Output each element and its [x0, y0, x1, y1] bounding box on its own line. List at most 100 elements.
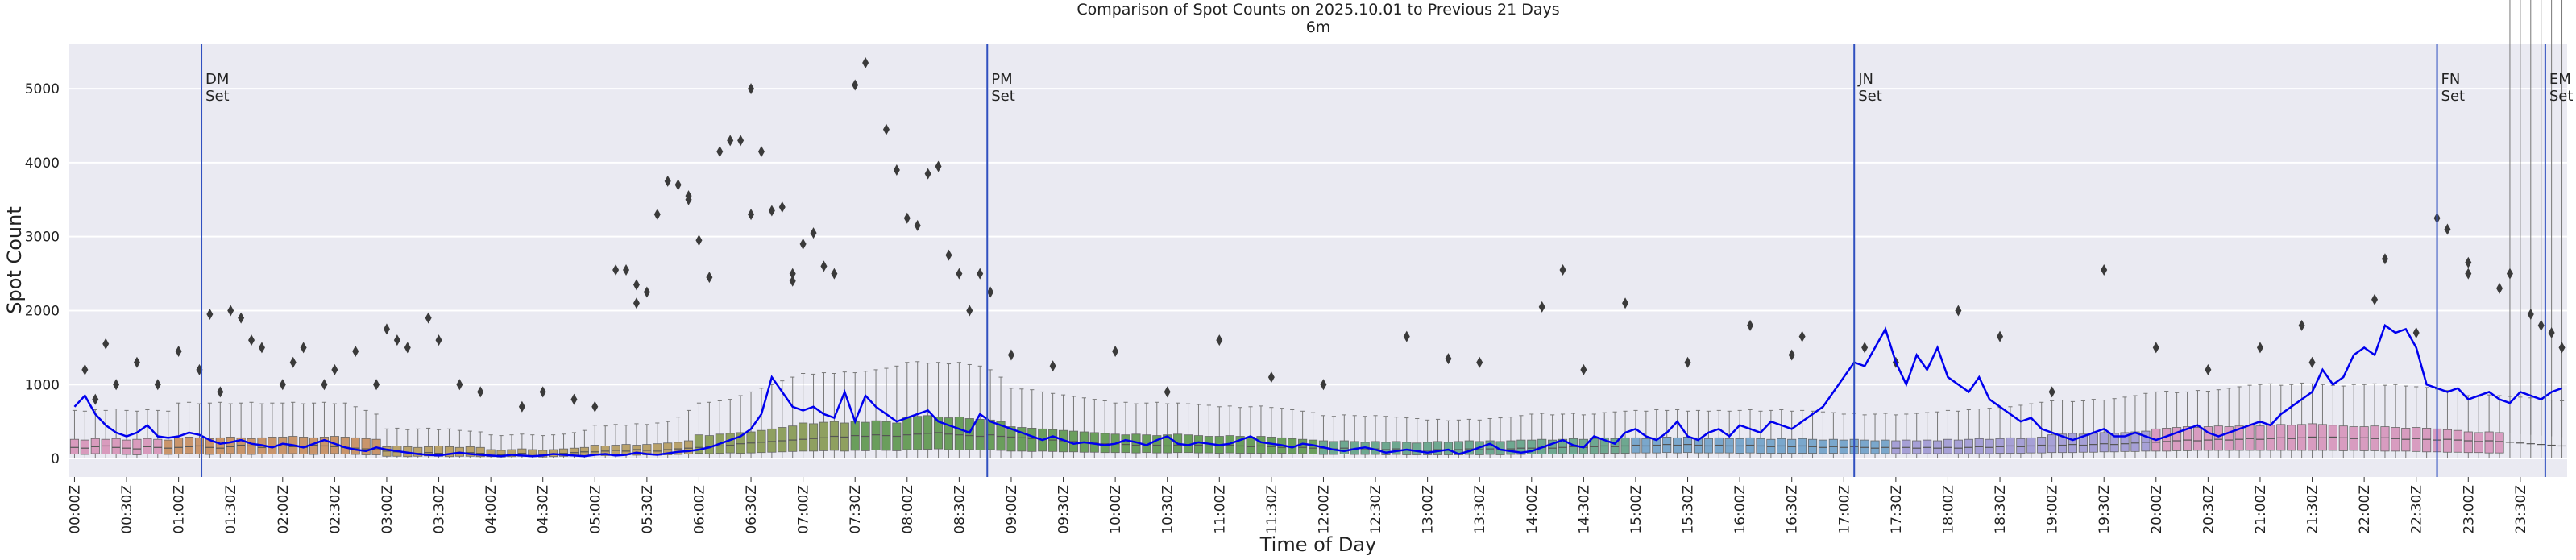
box: [2162, 391, 2172, 459]
box: [1652, 409, 1661, 459]
box-body: [90, 438, 100, 454]
x-tick-label: 00:30Z: [119, 485, 135, 534]
x-tick-label: 14:30Z: [1576, 485, 1592, 534]
outlier: [2537, 319, 2545, 331]
box: [1881, 413, 1890, 459]
box-body: [1610, 438, 1620, 454]
box: [2463, 395, 2473, 459]
outlier: [1267, 371, 1275, 384]
box-body: [101, 438, 110, 454]
box: [1599, 412, 1609, 459]
box-body: [2474, 432, 2483, 454]
outlier: [2205, 363, 2212, 375]
outlier: [810, 227, 817, 239]
box-body: [164, 439, 173, 455]
outlier: [1997, 330, 2004, 342]
box: [2557, 0, 2566, 459]
box: [2213, 389, 2223, 459]
box: [1527, 413, 1537, 459]
box: [1381, 416, 1391, 459]
outlier: [748, 209, 755, 221]
box: [1902, 413, 1911, 459]
box-body: [1464, 440, 1474, 455]
box-body: [2078, 433, 2088, 453]
box: [1298, 410, 1308, 459]
box: [788, 376, 798, 459]
box: [1923, 412, 1932, 459]
box: [2338, 385, 2348, 459]
outlier: [2465, 268, 2472, 280]
box: [424, 427, 433, 459]
y-tick-label: 4000: [25, 156, 60, 172]
box-body: [1891, 440, 1901, 454]
box: [1423, 419, 1433, 459]
box: [632, 423, 641, 459]
box-body: [788, 425, 798, 452]
box: [2495, 395, 2504, 459]
x-tick-label: 10:30Z: [1160, 485, 1176, 534]
box: [964, 363, 974, 459]
box: [1100, 400, 1110, 459]
box: [2287, 384, 2296, 459]
box: [757, 388, 766, 459]
outlier: [1861, 342, 1869, 354]
x-tick-label: 13:30Z: [1472, 485, 1488, 534]
x-tick-label: 23:00Z: [2461, 485, 2477, 534]
outlier: [987, 286, 994, 298]
box-body: [1995, 438, 2005, 454]
outlier: [664, 175, 671, 187]
outlier: [778, 201, 786, 213]
box-body: [808, 423, 819, 452]
outlier: [862, 56, 869, 68]
outlier: [1403, 330, 1410, 342]
box-body: [1412, 442, 1422, 455]
box: [1985, 408, 1994, 459]
x-tick-label: 12:00Z: [1316, 485, 1332, 534]
box-body: [2359, 426, 2369, 451]
x-tick-label: 06:00Z: [691, 485, 707, 534]
box-body: [1193, 435, 1204, 454]
box-body: [2453, 429, 2462, 453]
outlier: [633, 297, 640, 309]
box: [2276, 384, 2286, 459]
box-body: [1308, 439, 1318, 454]
box-body: [2391, 427, 2400, 452]
box: [725, 399, 735, 459]
outlier: [404, 342, 411, 354]
x-tick-label: 03:30Z: [432, 485, 448, 534]
box: [1891, 414, 1901, 459]
x-tick-label: 02:00Z: [276, 485, 292, 534]
box-body: [2068, 433, 2078, 454]
outlier: [258, 342, 265, 354]
box: [840, 371, 849, 459]
outlier: [2371, 293, 2379, 305]
set-label: FN: [2441, 71, 2461, 88]
box: [2109, 398, 2119, 459]
box: [2006, 406, 2015, 459]
x-tick-label: 05:30Z: [640, 485, 656, 534]
x-tick-label: 18:30Z: [1993, 485, 2009, 534]
box: [1798, 409, 1807, 459]
box: [174, 402, 184, 459]
box: [944, 363, 954, 459]
outlier: [2558, 342, 2566, 354]
box-body: [1485, 440, 1495, 455]
box-body: [2328, 425, 2337, 451]
outlier: [2527, 309, 2534, 321]
box-body: [351, 437, 360, 455]
box-body: [486, 449, 496, 458]
box: [475, 431, 485, 459]
box: [1464, 418, 1474, 459]
box-body: [153, 438, 163, 454]
outlier: [456, 379, 463, 391]
box: [1339, 414, 1349, 459]
outlier: [966, 305, 973, 317]
box-body: [111, 438, 121, 454]
box-body: [1964, 438, 1973, 454]
box-body: [767, 428, 777, 453]
box-body: [1100, 433, 1110, 454]
box: [2370, 383, 2379, 459]
y-tick-label: 0: [51, 451, 60, 467]
box: [2182, 391, 2192, 459]
box: [309, 402, 319, 459]
